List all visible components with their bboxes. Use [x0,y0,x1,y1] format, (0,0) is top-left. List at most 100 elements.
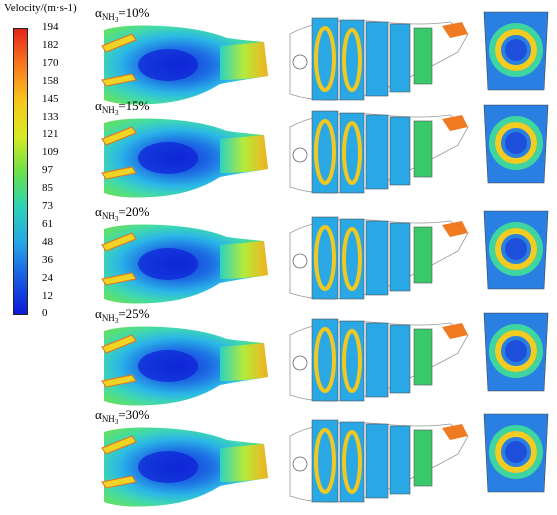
cross-section-slice [365,322,389,398]
outlet-slice [442,424,468,440]
lower-inlet-jet [101,475,137,489]
cross-section-slice [413,429,433,487]
colorbar-tick-label: 73 [42,200,53,212]
outer-ring [489,116,543,170]
slice-view-3d [289,17,469,101]
slice-ring [314,428,336,494]
alpha-subscript: NH3 [102,313,119,325]
colorbar-tick-label: 158 [42,74,59,87]
colorbar-tick-label: 121 [42,128,59,141]
colorbar-tick-label: 0 [42,307,48,320]
cross-section-slice [413,226,433,284]
swirler-icon [292,147,308,163]
colorbar-tick-label: 133 [42,110,59,123]
row-label: αNH3=10% [95,5,149,24]
outlet-slice [442,323,468,339]
lower-inlet-jet [101,374,137,388]
alpha-symbol: α [95,306,102,321]
cross-section-detail [483,11,549,91]
inner-core [505,441,527,463]
cross-section-detail [483,413,549,493]
alpha-subscript: NH3 [102,211,119,223]
outlet-slice [442,221,468,237]
row-label: αNH3=25% [95,306,149,325]
colorbar-tick-label: 85 [42,182,53,195]
swirler-icon [292,253,308,269]
slice-ring [342,28,362,92]
recirculation-core [138,350,198,382]
colorbar-tick-label: 182 [42,38,59,51]
subscript-text: NH [101,414,115,424]
upper-inlet-jet [101,126,137,146]
alpha-subscript: NH3 [101,12,119,24]
jet-ring [495,29,537,71]
recirculation-core [138,142,198,174]
lower-inlet-jet [101,272,137,286]
cross-section-detail [483,312,549,392]
slice-view-3d [289,216,469,300]
swirler-icon [292,456,308,472]
cross-section-slice [389,324,411,394]
jet-ring [495,330,537,372]
lower-inlet-jet [101,73,137,87]
row-label: αNH3=15% [95,98,149,117]
inner-core [505,238,527,260]
slice-view-3d [289,419,469,503]
upper-inlet-jet [101,33,137,53]
inner-core [505,132,527,154]
upper-inlet-jet [101,435,137,455]
outlet-slice [442,115,468,131]
subscript-index: 3 [114,317,119,325]
inner-core [505,39,527,61]
recirculation-core [138,451,198,483]
slice-ring [314,225,336,291]
slice-ring [314,327,336,393]
subscript-index: 3 [114,215,119,223]
alpha-subscript: NH3 [102,105,119,117]
outlet-jet [220,42,268,80]
slice-view-3d [289,110,469,194]
cross-section-slice [413,120,433,178]
cross-section-slice [413,328,433,386]
cross-section-slice [389,23,411,93]
subscript-text: NH [101,12,115,22]
side-section-contour [101,118,268,198]
cross-section-detail [483,210,549,290]
cross-section-slice [389,116,411,186]
lower-inlet-jet [101,166,137,180]
alpha-symbol: α [95,407,102,422]
upper-inlet-jet [101,232,137,252]
jet-ring [495,431,537,473]
upper-inlet-jet [101,334,137,354]
colorbar-tick-label: 145 [42,92,59,105]
recirculation-core [138,248,198,280]
subscript-index: 3 [114,418,119,426]
slice-ring [342,430,362,494]
inner-core [505,340,527,362]
row-label: αNH3=20% [95,204,149,223]
slice-ring [342,227,362,291]
ratio-value: =10% [118,5,150,20]
recirculation-core [138,49,198,81]
colorbar-tick-label: 61 [42,217,53,230]
slice-ring [314,26,336,92]
alpha-symbol: α [95,204,102,219]
outlet-jet [220,135,268,173]
jet-ring [495,228,537,270]
colorbar-tick-label: 48 [42,235,53,248]
colorbar-tick-label: 194 [42,21,59,33]
slice-ring [314,119,336,185]
cross-section-detail [483,104,549,184]
outer-ring [489,324,543,378]
ratio-value: =15% [118,98,150,113]
swirler-icon [292,355,308,371]
cross-section-slice [365,220,389,296]
side-section-contour [101,427,268,507]
outlet-jet [220,241,268,279]
colorbar-tick-label: 24 [42,271,53,284]
colorbar-tick-label: 170 [42,56,59,69]
colorbar-tick-label: 36 [42,253,53,266]
slice-ring [342,121,362,185]
row-label: αNH3=30% [95,407,149,426]
outer-ring [489,425,543,479]
